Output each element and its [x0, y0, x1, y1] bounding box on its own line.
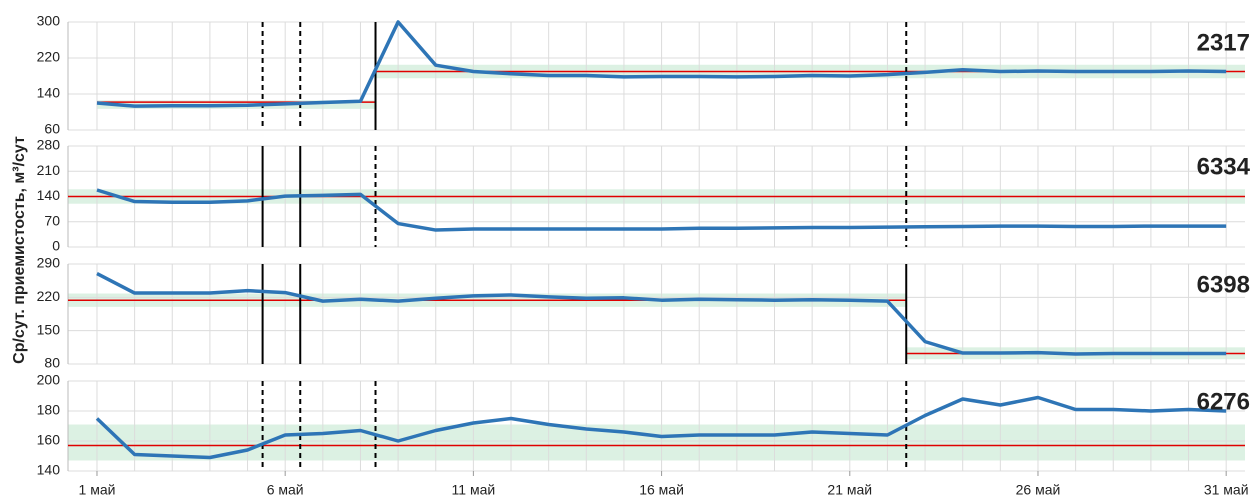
y-tick-label: 180 — [37, 402, 61, 418]
x-tick-label: 21 май — [827, 482, 872, 498]
panel-title: 2317 — [1197, 29, 1250, 56]
y-tick-label: 210 — [37, 162, 61, 178]
y-tick-label: 140 — [37, 462, 61, 478]
series-line — [96, 188, 1227, 232]
panel-title: 6334 — [1197, 153, 1251, 180]
y-tick-label: 150 — [37, 321, 61, 337]
x-tick-label: 11 май — [452, 482, 496, 498]
y-tick-label: 220 — [37, 49, 61, 65]
y-tick-label: 70 — [44, 212, 60, 228]
band — [68, 424, 1245, 461]
series-line — [96, 20, 1227, 108]
x-tick-label: 31 май — [1204, 482, 1249, 498]
y-tick-label: 0 — [52, 238, 60, 254]
y-tick-label: 220 — [37, 288, 61, 304]
y-tick-label: 290 — [37, 255, 61, 271]
x-tick-label: 1 май — [79, 482, 116, 498]
y-tick-label: 280 — [37, 137, 61, 153]
y-tick-label: 200 — [37, 372, 61, 388]
y-tick-label: 140 — [37, 187, 61, 203]
series-line — [95, 395, 1227, 460]
y-tick-label: 80 — [44, 355, 60, 371]
y-tick-label: 140 — [37, 85, 61, 101]
x-tick-label: 26 май — [1016, 482, 1061, 498]
panel-title: 6276 — [1197, 388, 1250, 415]
y-tick-label: 160 — [37, 432, 61, 448]
y-tick-label: 300 — [37, 13, 61, 29]
x-tick-label: 6 май — [267, 482, 304, 498]
panel-title: 6398 — [1197, 271, 1250, 298]
x-tick-label: 16 май — [639, 482, 684, 498]
series-line — [96, 271, 1227, 356]
y-axis-label: Ср/сут. приемистость, м³/сут — [11, 136, 28, 364]
y-tick-label: 60 — [44, 121, 60, 137]
